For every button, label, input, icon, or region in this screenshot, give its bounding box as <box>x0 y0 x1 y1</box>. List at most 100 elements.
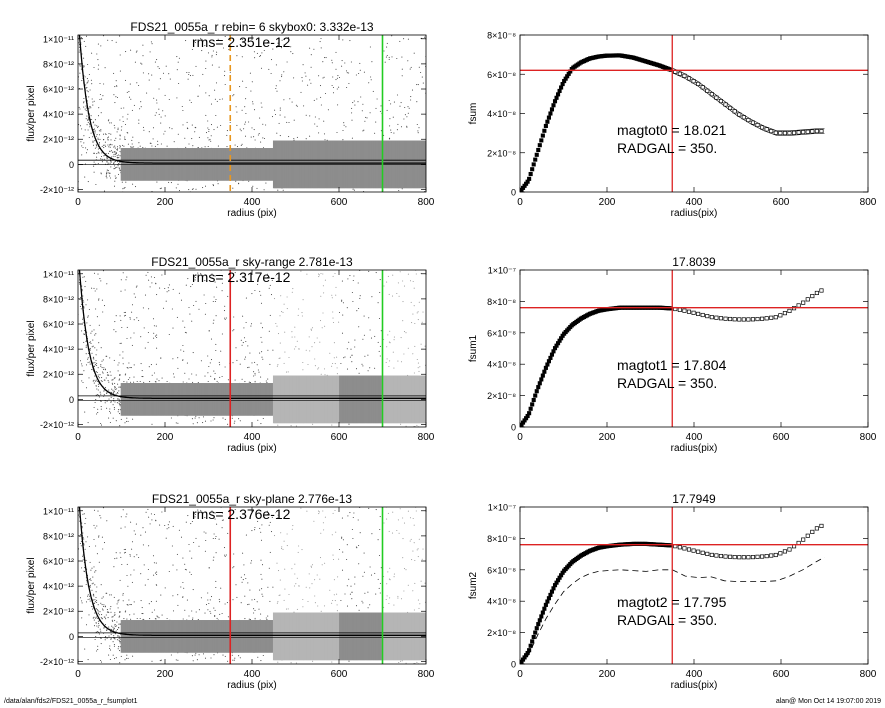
data-point <box>336 356 338 358</box>
data-point <box>202 416 205 418</box>
data-point <box>119 138 121 140</box>
data-point <box>108 398 110 400</box>
data-point <box>98 152 100 154</box>
data-point <box>185 284 187 286</box>
data-point <box>370 337 373 339</box>
data-point <box>78 254 79 255</box>
curve-marker <box>709 92 714 97</box>
data-point <box>208 129 210 131</box>
data-point <box>369 112 371 114</box>
data-point <box>413 372 415 374</box>
data-point <box>222 417 224 419</box>
data-point <box>182 381 184 383</box>
data-point <box>176 316 178 318</box>
data-point <box>317 273 320 275</box>
data-point <box>112 417 114 419</box>
data-point <box>97 59 99 61</box>
data-point <box>217 38 219 40</box>
data-point <box>138 122 140 124</box>
data-point <box>113 185 116 187</box>
data-point <box>109 122 111 124</box>
data-point <box>266 42 269 44</box>
data-point <box>353 100 355 102</box>
data-point <box>371 61 373 63</box>
data-point <box>410 96 412 98</box>
y-tick-label: 1×10⁻¹¹ <box>43 34 74 44</box>
data-point <box>100 400 102 402</box>
data-point <box>97 380 99 383</box>
data-point <box>89 341 92 343</box>
data-point <box>227 295 229 297</box>
data-point <box>188 189 190 191</box>
data-point <box>110 150 112 152</box>
data-point <box>280 47 283 49</box>
data-point <box>110 156 113 158</box>
data-point <box>97 394 99 396</box>
data-point <box>396 57 398 60</box>
data-point <box>78 7 79 8</box>
data-point <box>236 55 238 57</box>
data-point <box>243 128 245 130</box>
data-point <box>83 306 85 308</box>
data-point <box>277 364 279 366</box>
data-point <box>391 295 394 297</box>
curve-marker <box>533 157 538 162</box>
data-point <box>235 106 237 108</box>
data-point <box>399 105 401 107</box>
data-point <box>81 145 83 147</box>
data-point <box>93 130 95 132</box>
data-point <box>113 407 115 409</box>
data-point <box>106 283 108 285</box>
plot-area <box>78 254 426 440</box>
data-point <box>342 139 344 141</box>
data-point <box>114 175 116 177</box>
data-point <box>94 290 96 292</box>
data-point <box>142 44 144 46</box>
data-point <box>97 367 99 369</box>
data-point <box>200 37 202 39</box>
data-point <box>113 163 115 165</box>
data-point <box>110 133 112 135</box>
data-point <box>336 373 338 375</box>
data-point <box>226 134 228 136</box>
data-point <box>208 139 210 141</box>
data-point <box>398 295 400 297</box>
data-point <box>294 336 296 338</box>
data-point <box>363 334 365 336</box>
data-point <box>149 142 151 144</box>
data-point <box>333 357 335 359</box>
data-point <box>202 73 204 75</box>
data-point <box>227 423 229 425</box>
data-point <box>131 304 134 306</box>
data-point <box>196 422 198 424</box>
data-point <box>380 330 382 332</box>
data-point <box>91 98 93 100</box>
data-point <box>317 368 319 370</box>
data-point <box>308 336 310 338</box>
data-point <box>131 143 133 145</box>
curve-marker <box>548 111 553 116</box>
data-point <box>259 55 262 57</box>
data-point <box>94 334 96 336</box>
data-point <box>406 125 408 127</box>
curve-marker <box>805 129 810 134</box>
data-point <box>351 137 353 139</box>
data-point <box>96 371 98 374</box>
data-point <box>140 101 142 103</box>
data-point <box>119 439 120 440</box>
data-point <box>131 139 133 141</box>
data-point <box>103 367 105 369</box>
data-point <box>262 137 264 139</box>
data-point <box>248 180 250 182</box>
data-point <box>319 341 321 343</box>
data-point <box>156 378 158 380</box>
data-point <box>336 131 338 134</box>
data-point <box>141 370 143 372</box>
data-point <box>220 350 222 352</box>
data-point <box>310 54 312 56</box>
data-point <box>115 80 117 82</box>
data-point <box>279 135 281 137</box>
data-point <box>160 116 162 118</box>
data-point <box>379 355 381 357</box>
